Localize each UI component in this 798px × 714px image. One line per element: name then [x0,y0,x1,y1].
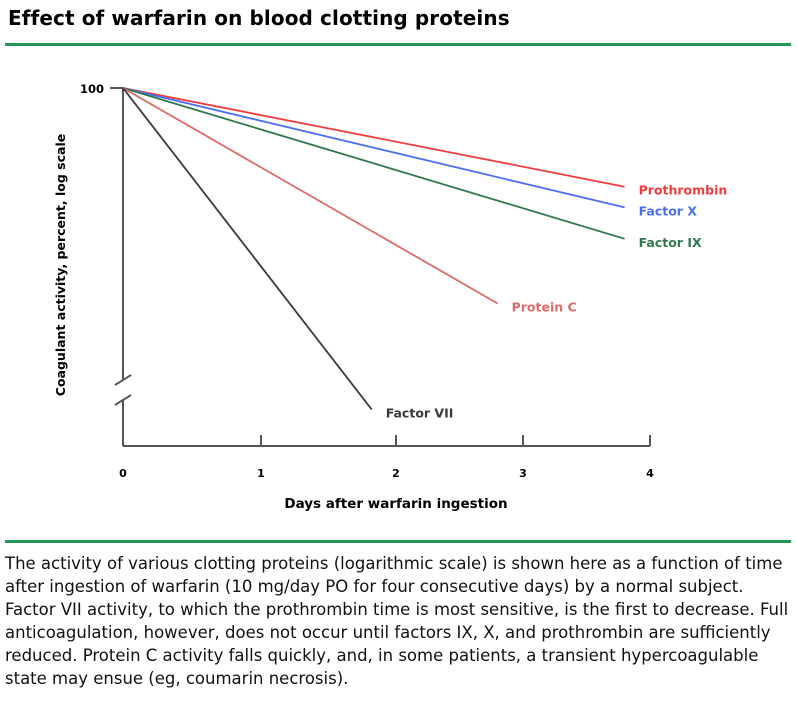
series-line-prothrombin [122,87,625,188]
series-line-factor-x [122,87,625,209]
series-label-factor-ix: Factor IX [639,235,702,250]
figure-caption: The activity of various clotting protein… [5,554,789,688]
y-axis-label: Coagulant activity, percent, log scale [53,134,68,396]
x-tick-label: 0 [119,467,127,480]
x-axis: 0 1 2 3 4 [119,435,654,480]
series-label-prothrombin: Prothrombin [639,183,728,198]
page-title: Effect of warfarin on blood clotting pro… [8,6,510,30]
title-divider [5,43,791,46]
chart: 100 0 1 2 3 4 Days after warfarin ingest… [53,82,728,512]
y-axis: 100 [80,82,132,446]
y-axis-break-upper [114,374,132,386]
series-label-factor-vii: Factor VII [386,406,454,421]
series-line-factor-vii [122,87,373,411]
series-label-protein-c: Protein C [512,300,577,315]
x-tick-label: 1 [257,467,265,480]
x-axis-label: Days after warfarin ingestion [284,496,507,512]
x-tick-label: 4 [646,467,654,480]
series-label-factor-x: Factor X [639,203,698,218]
caption-divider [5,540,791,543]
series-layer: Prothrombin Factor X Factor IX Protein C Fac… [122,87,728,421]
x-tick-label: 2 [392,467,400,480]
y-axis-break-lower [114,394,132,406]
series-line-protein-c [122,87,499,305]
x-tick-label: 3 [519,467,527,480]
series-line-factor-ix [122,87,625,240]
y-tick-label: 100 [80,82,104,96]
